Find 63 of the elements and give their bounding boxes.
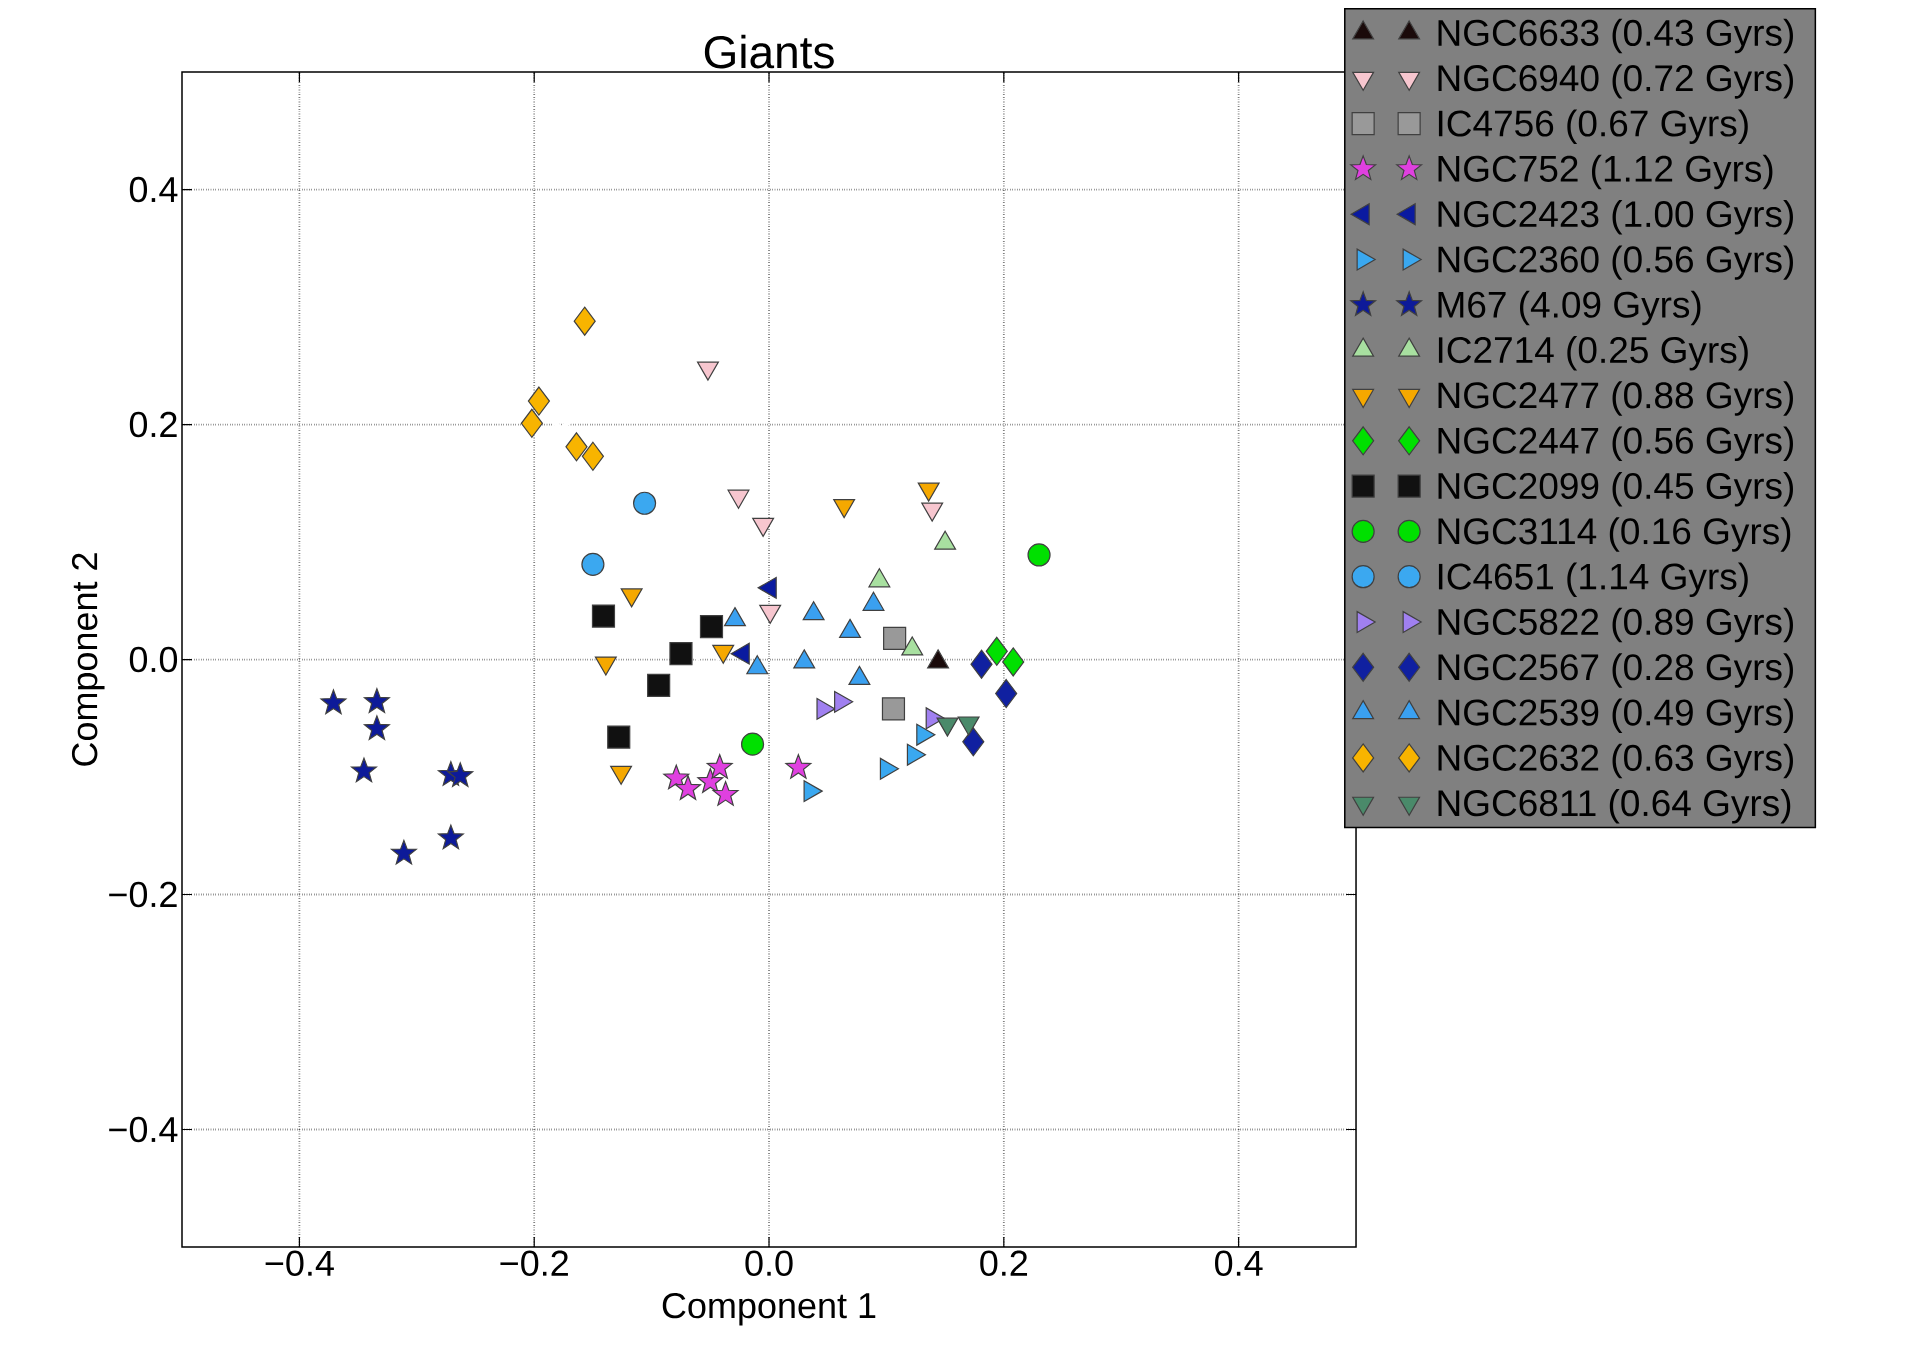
point — [390, 839, 417, 865]
point — [607, 725, 631, 749]
point — [706, 754, 733, 779]
point — [970, 649, 993, 679]
point — [447, 762, 474, 787]
point — [1002, 647, 1025, 677]
point — [351, 757, 377, 783]
point — [699, 615, 724, 639]
y-tick-label: 0.4 — [129, 176, 178, 203]
point — [363, 715, 390, 740]
legend-label: IC4756 (0.67 Gyrs) — [1438, 109, 1748, 144]
point — [675, 775, 701, 800]
legend-label: M67 (4.09 Gyrs) — [1438, 290, 1701, 326]
x-tick-label: −0.4 — [265, 1250, 334, 1277]
point — [591, 604, 616, 628]
x-tick-label: 0.0 — [745, 1250, 793, 1277]
point — [363, 688, 390, 713]
legend-label: NGC2567 (0.28 Gyrs) — [1438, 653, 1793, 688]
legend-label: IC4651 (1.14 Gyrs) — [1438, 562, 1748, 598]
y-tick-label: −0.2 — [109, 881, 177, 908]
x-tick-label: −0.2 — [500, 1250, 568, 1277]
legend-label: NGC2099 (0.45 Gyrs) — [1438, 471, 1793, 507]
legend-label: NGC2447 (0.56 Gyrs) — [1438, 426, 1793, 462]
point — [669, 642, 693, 666]
legend-label: NGC2360 (0.56 Gyrs) — [1438, 245, 1793, 280]
point — [573, 306, 596, 336]
point — [881, 697, 906, 721]
point — [785, 754, 812, 779]
legend-label: NGC3114 (0.16 Gyrs) — [1438, 517, 1791, 552]
point — [581, 552, 605, 576]
y-tick-label: −0.4 — [109, 1116, 178, 1143]
point — [647, 673, 671, 697]
point — [320, 689, 347, 715]
y-axis-title: Component 2 — [71, 553, 105, 766]
point — [581, 441, 605, 471]
point — [962, 727, 985, 757]
point — [520, 408, 543, 438]
point — [527, 386, 551, 416]
y-tick-label: 0.2 — [129, 411, 177, 438]
legend-label: NGC5822 (0.89 Gyrs) — [1438, 607, 1793, 643]
chart-title: Giants — [704, 34, 834, 69]
legend-label: IC2714 (0.25 Gyrs) — [1438, 336, 1748, 371]
legend-label: NGC6940 (0.72 Gyrs) — [1438, 64, 1793, 99]
x-tick-label: 0.4 — [1215, 1250, 1263, 1277]
point — [985, 636, 1008, 666]
legend-label: NGC2423 (1.00 Gyrs) — [1438, 200, 1793, 235]
point — [663, 764, 690, 790]
legend-label: NGC2477 (0.88 Gyrs) — [1438, 381, 1793, 416]
legend-label: NGC752 (1.12 Gyrs) — [1438, 154, 1773, 190]
point — [697, 768, 724, 793]
x-axis-title: Component 1 — [662, 1292, 876, 1326]
point — [565, 432, 588, 462]
legend-label: NGC6811 (0.64 Gyrs) — [1438, 789, 1791, 824]
point — [712, 781, 739, 806]
legend-label: NGC6633 (0.43 Gyrs) — [1438, 18, 1793, 54]
legend-label: NGC2539 (0.49 Gyrs) — [1438, 698, 1793, 733]
legend-label: NGC2632 (0.63 Gyrs) — [1438, 743, 1793, 779]
y-tick-label: 0.0 — [129, 646, 178, 673]
x-tick-label: 0.2 — [980, 1250, 1028, 1277]
point — [883, 626, 907, 650]
point — [995, 679, 1018, 709]
point — [437, 824, 464, 850]
point — [632, 491, 657, 515]
